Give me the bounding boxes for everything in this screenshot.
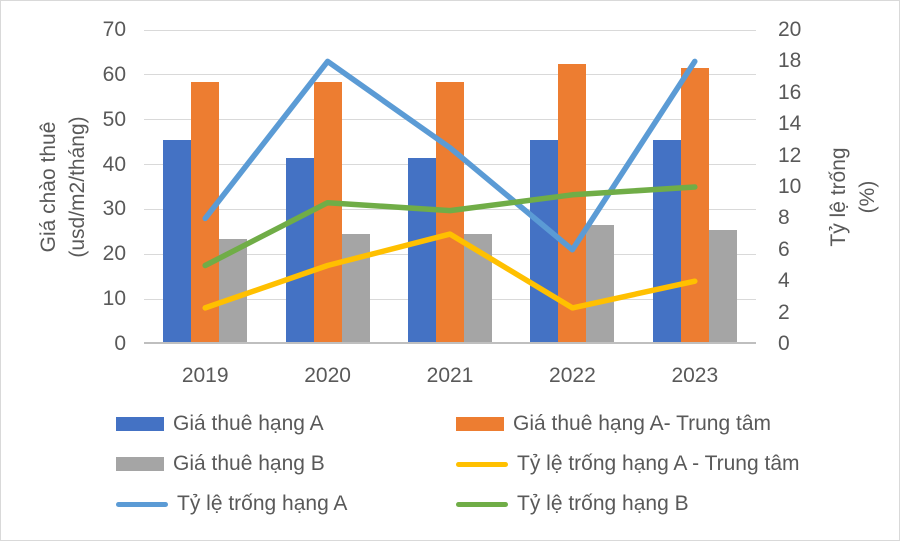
plot-area — [144, 29, 756, 344]
category-label: 2019 — [181, 364, 229, 387]
legend-label: Giá thuê hạng A — [173, 412, 324, 435]
left-tick-label: 30 — [102, 197, 126, 221]
right-tick-label: 16 — [778, 80, 802, 104]
bar-gia-thue-hang-a-trung-tam — [680, 68, 709, 342]
legend-item: Giá thuê hạng A — [116, 412, 456, 436]
bar-gia-thue-hang-b — [708, 229, 737, 342]
bar-gia-thue-hang-a — [530, 140, 559, 342]
bar-gia-thue-hang-a — [163, 140, 192, 342]
legend-item: Giá thuê hạng B — [116, 452, 456, 476]
legend-label: Giá thuê hạng B — [173, 452, 325, 475]
legend-item: Giá thuê hạng A- Trung tâm — [456, 412, 876, 436]
bar-group-2022 — [511, 30, 633, 342]
right-tick-label: 20 — [778, 18, 802, 41]
left-axis-title-line2: (usd/m2/tháng) — [66, 116, 89, 258]
line-ty-le-trong-hang-a — [202, 58, 698, 253]
bar-group-2020 — [266, 30, 388, 342]
bar-group-2023 — [634, 30, 756, 342]
legend-item: Tỷ lệ trống hạng A - Trung tâm — [456, 452, 876, 476]
legend-bar-swatch — [456, 417, 504, 431]
line-ty-le-trong-hang-a-trung-tam — [202, 231, 698, 311]
bar-gia-thue-hang-b — [586, 225, 615, 342]
left-tick-label: 50 — [102, 107, 126, 131]
right-tick-label: 18 — [778, 49, 802, 73]
left-axis-title: Giá chào thuê (usd/m2/tháng) — [34, 116, 92, 257]
category-label: 2022 — [549, 364, 596, 387]
left-tick-label: 40 — [102, 152, 126, 176]
line-ty-le-trong-hang-b — [202, 184, 698, 269]
lines-layer — [202, 58, 698, 311]
bar-gia-thue-hang-a-trung-tam — [191, 81, 220, 342]
right-tick-label: 10 — [778, 175, 802, 198]
legend-item: Tỷ lệ trống hạng A — [116, 492, 456, 516]
legend-line-swatch — [456, 461, 508, 467]
legend-label: Giá thuê hạng A- Trung tâm — [513, 412, 771, 435]
right-tick-label: 2 — [778, 300, 790, 324]
legend-line-swatch — [456, 501, 508, 507]
bar-gia-thue-hang-a — [652, 140, 681, 342]
bar-gia-thue-hang-a-trung-tam — [558, 63, 587, 342]
right-axis-title-line2: (%) — [856, 180, 879, 214]
bar-gia-thue-hang-a — [285, 158, 314, 342]
left-tick-label: 10 — [102, 287, 126, 311]
legend-line-swatch — [116, 501, 168, 507]
left-axis-title-line1: Giá chào thuê — [37, 121, 60, 253]
category-label: 2023 — [671, 364, 719, 387]
bar-gia-thue-hang-a — [407, 158, 436, 342]
left-tick-label: 70 — [102, 18, 126, 41]
legend: Giá thuê hạng A Giá thuê hạng A- Trung tâ… — [116, 412, 876, 516]
legend-label: Tỷ lệ trống hạng B — [517, 492, 689, 515]
right-tick-label: 12 — [778, 143, 802, 167]
left-tick-label: 20 — [102, 242, 126, 266]
category-label: 2020 — [304, 364, 351, 387]
right-tick-label: 8 — [778, 206, 790, 230]
left-tick-label: 60 — [102, 62, 126, 86]
legend-label: Tỷ lệ trống hạng A — [177, 492, 348, 515]
bar-gia-thue-hang-a-trung-tam — [313, 81, 342, 342]
legend-bar-swatch — [116, 457, 164, 471]
legend-item: Tỷ lệ trống hạng B — [456, 492, 876, 516]
category-label: 2021 — [426, 364, 474, 387]
right-tick-label: 14 — [778, 112, 802, 136]
left-tick-label: 0 — [114, 332, 126, 355]
bar-group-2019 — [144, 30, 266, 342]
right-tick-label: 0 — [778, 332, 790, 355]
gridline — [144, 74, 756, 76]
legend-bar-swatch — [116, 417, 164, 431]
legend-label: Tỷ lệ trống hạng A - Trung tâm — [517, 452, 800, 475]
right-tick-label: 4 — [778, 269, 790, 293]
bar-gia-thue-hang-b — [341, 234, 370, 342]
gridline — [144, 29, 756, 31]
right-tick-label: 6 — [778, 237, 790, 261]
